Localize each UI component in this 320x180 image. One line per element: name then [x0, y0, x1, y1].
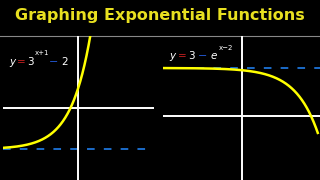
Text: Graphing Exponential Functions: Graphing Exponential Functions — [15, 8, 305, 22]
Text: =: = — [178, 51, 187, 61]
Text: 2: 2 — [61, 57, 68, 67]
Text: y: y — [170, 51, 176, 61]
Text: −: − — [197, 51, 207, 61]
Text: =: = — [17, 57, 26, 67]
Text: −: − — [49, 57, 58, 67]
Text: e: e — [210, 51, 217, 61]
Text: x+1: x+1 — [35, 50, 49, 56]
Text: x−2: x−2 — [218, 46, 233, 51]
Text: 3: 3 — [188, 51, 195, 61]
Text: 3: 3 — [27, 57, 34, 67]
Text: y: y — [9, 57, 15, 67]
